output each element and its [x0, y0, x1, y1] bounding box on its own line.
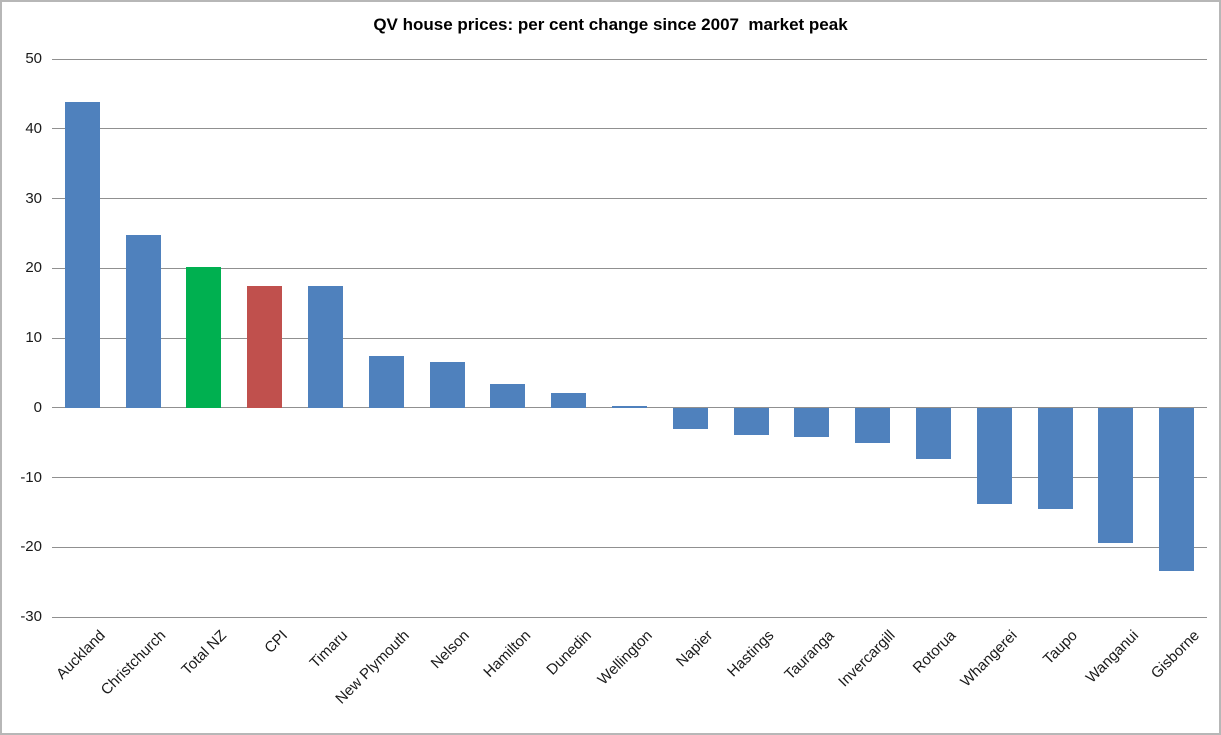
bar-tauranga [794, 407, 830, 438]
bar-auckland [64, 102, 100, 408]
x-axis-label-nelson: Nelson [428, 627, 474, 673]
x-axis-label-hastings: Hastings [723, 627, 778, 681]
bar-total-nz [186, 266, 222, 408]
y-axis-tick-label-50: 50 [25, 50, 42, 67]
y-axis-tick-label-20: 20 [25, 259, 42, 277]
x-axis-label-invercargill: Invercargill [835, 627, 899, 691]
bar-dunedin [551, 393, 587, 408]
x-axis-label-wanganui: Wanganui [1082, 627, 1142, 687]
gridline-10 [52, 337, 1207, 339]
gridline-20 [52, 267, 1207, 269]
gridline-minus-10 [52, 477, 1207, 478]
x-axis-label-whangerei: Whangerei [956, 627, 1021, 691]
bar-cpi [247, 286, 283, 408]
bar-invercargill [855, 407, 891, 444]
x-axis-label-total-nz: Total NZ [178, 627, 231, 679]
bar-christchurch [125, 235, 161, 408]
bar-taupo [1037, 407, 1073, 509]
x-axis-label-tauranga: Tauranga [781, 627, 838, 684]
gridline-minus-30 [52, 616, 1207, 618]
y-axis-tick-label-30: 30 [25, 189, 42, 207]
bar-napier [672, 407, 708, 430]
bar-nelson [429, 361, 465, 408]
y-axis-tick-label-40: 40 [25, 119, 42, 137]
chart-title: QV house prices: per cent change since 2… [373, 15, 848, 34]
x-axis-label-auckland: Auckland [52, 627, 109, 683]
x-axis-label-wellington: Wellington [594, 627, 656, 689]
bar-wellington [612, 405, 647, 408]
y-axis-tick-label-0: 0 [33, 398, 42, 416]
y-axis-tick-label-minus-20: -20 [20, 538, 42, 556]
bar-whangerei [976, 407, 1012, 504]
x-axis-label-rotorua: Rotorua [909, 627, 960, 677]
gridline-30 [52, 198, 1207, 199]
x-axis-label-napier: Napier [673, 627, 717, 671]
y-axis-tick-label-minus-30: -30 [20, 608, 42, 625]
bar-timaru [308, 286, 344, 408]
y-axis-tick-label-minus-10: -10 [20, 468, 42, 486]
gridline-minus-20 [52, 546, 1207, 548]
x-axis-label-timaru: Timaru [306, 627, 352, 672]
x-axis-label-dunedin: Dunedin [543, 627, 595, 679]
bar-gisborne [1159, 407, 1195, 571]
gridline-40 [52, 128, 1207, 130]
gridline-50 [52, 58, 1207, 60]
y-axis-tick-label-10: 10 [25, 329, 42, 346]
gridline-0 [52, 407, 1207, 409]
bar-hamilton [490, 384, 526, 408]
x-axis-label-cpi: CPI [261, 627, 291, 657]
x-axis-label-taupo: Taupo [1040, 627, 1082, 668]
bar-rotorua [915, 407, 951, 459]
bar-hastings [733, 407, 769, 435]
x-axis-label-hamilton: Hamilton [480, 627, 534, 681]
bar-new-plymouth [368, 356, 404, 408]
x-axis-label-gisborne: Gisborne [1147, 627, 1203, 683]
bar-wanganui [1098, 407, 1134, 544]
